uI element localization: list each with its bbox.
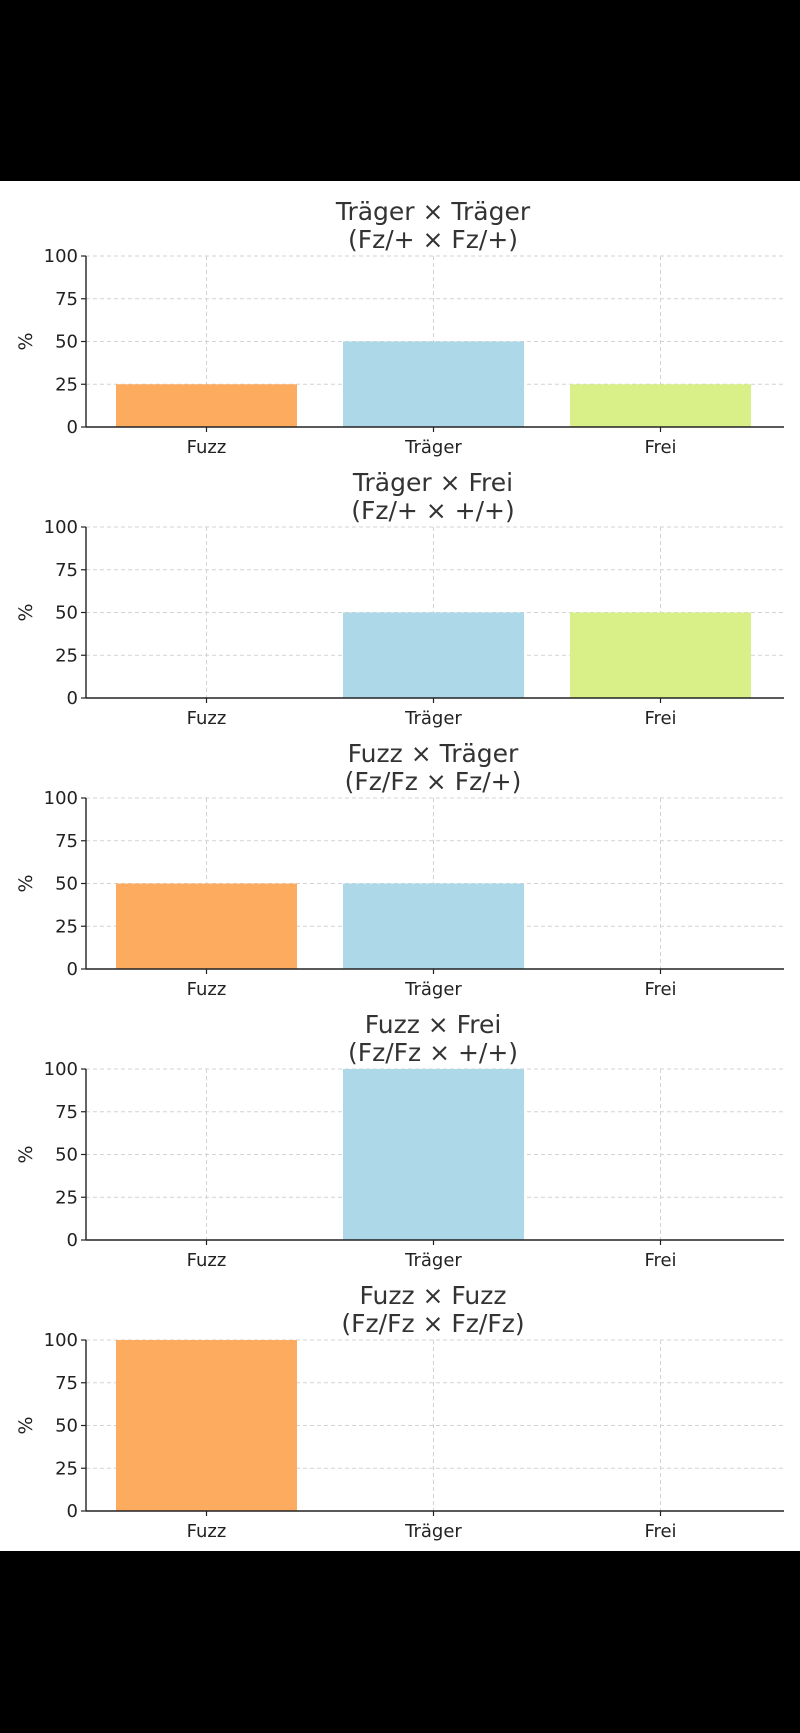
bar-trger bbox=[343, 1069, 524, 1240]
y-tick-label: 0 bbox=[67, 688, 78, 709]
x-tick-label: Träger bbox=[404, 979, 462, 1000]
x-tick-label: Träger bbox=[404, 437, 462, 458]
x-tick-label: Fuzz bbox=[187, 1521, 227, 1542]
x-tick-label: Frei bbox=[644, 708, 676, 729]
y-axis-label: % bbox=[15, 1416, 37, 1434]
chart-subtitle: (Fz/Fz × Fz/Fz) bbox=[341, 1309, 524, 1338]
bar-trger bbox=[343, 883, 524, 969]
chart-subtitle: (Fz/Fz × +/+) bbox=[348, 1038, 518, 1067]
y-tick-label: 0 bbox=[67, 1230, 78, 1251]
y-tick-label: 75 bbox=[55, 1373, 78, 1394]
y-tick-label: 100 bbox=[44, 1330, 78, 1351]
bar-trger bbox=[343, 341, 524, 427]
y-tick-label: 50 bbox=[55, 332, 78, 353]
y-tick-label: 0 bbox=[67, 1501, 78, 1522]
chart-4: Fuzz × Frei(Fz/Fz × +/+) 0 25 50 75 100 Fuzz Tr… bbox=[15, 1010, 784, 1271]
x-tick-label: Träger bbox=[404, 1521, 462, 1542]
y-tick-label: 75 bbox=[55, 1102, 78, 1123]
x-tick-label: Träger bbox=[404, 708, 462, 729]
y-tick-label: 25 bbox=[55, 916, 78, 937]
y-tick-label: 50 bbox=[55, 1416, 78, 1437]
chart-title: Fuzz × Frei bbox=[365, 1010, 502, 1039]
y-axis-label: % bbox=[15, 874, 37, 892]
y-tick-label: 50 bbox=[55, 603, 78, 624]
bar-fuzz bbox=[116, 1340, 297, 1511]
chart-panel: Träger × Träger (Fz/+ × Fz/+) 0 25 50 75 100 Fu… bbox=[0, 181, 800, 1551]
x-tick-label: Fuzz bbox=[187, 708, 227, 729]
y-tick-label: 100 bbox=[44, 788, 78, 809]
y-tick-label: 25 bbox=[55, 1458, 78, 1479]
y-tick-label: 25 bbox=[55, 374, 78, 395]
chart-3: Fuzz × Träger(Fz/Fz × Fz/+) 0 25 50 75 100 Fuz… bbox=[15, 739, 784, 1000]
y-tick-label: 0 bbox=[67, 959, 78, 980]
y-tick-label: 75 bbox=[55, 831, 78, 852]
y-tick-label: 0 bbox=[67, 417, 78, 438]
y-tick-label: 75 bbox=[55, 560, 78, 581]
x-tick-label: Frei bbox=[644, 1521, 676, 1542]
chart-title: Fuzz × Fuzz bbox=[359, 1281, 506, 1310]
chart-subtitle: (Fz/+ × Fz/+) bbox=[348, 225, 518, 254]
chart-title: Träger × Frei bbox=[352, 468, 513, 497]
x-tick-label: Frei bbox=[644, 1250, 676, 1271]
y-axis-label: % bbox=[15, 1145, 37, 1163]
bar-fuzz bbox=[116, 883, 297, 969]
y-tick-label: 50 bbox=[55, 874, 78, 895]
y-tick-label: 100 bbox=[44, 517, 78, 538]
chart-subtitle: (Fz/Fz × Fz/+) bbox=[345, 767, 522, 796]
x-tick-label: Fuzz bbox=[187, 979, 227, 1000]
x-tick-label: Fuzz bbox=[187, 1250, 227, 1271]
y-tick-label: 100 bbox=[44, 246, 78, 267]
x-tick-label: Frei bbox=[644, 437, 676, 458]
chart-subtitle: (Fz/+ × +/+) bbox=[351, 496, 515, 525]
y-tick-label: 50 bbox=[55, 1145, 78, 1166]
y-axis-label: % bbox=[15, 332, 37, 350]
chart-2: Träger × Frei(Fz/+ × +/+) 0 25 50 75 100 Fuzz T… bbox=[15, 468, 784, 729]
bar-frei bbox=[570, 612, 751, 698]
x-tick-label: Träger bbox=[404, 1250, 462, 1271]
chart-1: Träger × Träger(Fz/+ × Fz/+) 0 25 50 75 100 Fu… bbox=[15, 197, 784, 458]
y-axis-label: % bbox=[15, 603, 37, 621]
bar-frei bbox=[570, 384, 751, 427]
y-tick-label: 75 bbox=[55, 289, 78, 310]
y-tick-label: 25 bbox=[55, 645, 78, 666]
bar-fuzz bbox=[116, 384, 297, 427]
x-tick-label: Fuzz bbox=[187, 437, 227, 458]
chart-title: Fuzz × Träger bbox=[348, 739, 519, 768]
y-tick-label: 100 bbox=[44, 1059, 78, 1080]
chart-title: Träger × Träger bbox=[335, 197, 531, 226]
chart-5: Fuzz × Fuzz(Fz/Fz × Fz/Fz) 0 25 50 75 100 Fuzz… bbox=[15, 1281, 784, 1542]
x-tick-label: Frei bbox=[644, 979, 676, 1000]
bar-trger bbox=[343, 612, 524, 698]
charts-svg: Träger × Träger(Fz/+ × Fz/+)0255075100Fu… bbox=[15, 197, 784, 1542]
y-tick-label: 25 bbox=[55, 1187, 78, 1208]
